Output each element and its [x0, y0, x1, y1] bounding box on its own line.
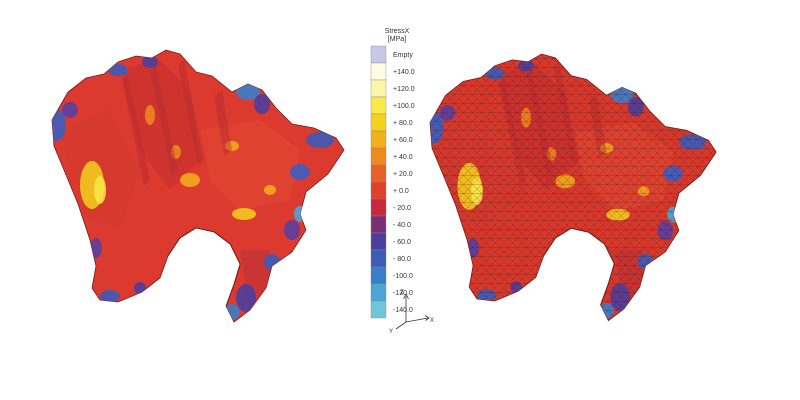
legend-label: - 60.0: [393, 239, 411, 246]
legend-color-bar: [370, 45, 387, 319]
legend-label: +140.0: [393, 69, 415, 76]
legend-band: [370, 232, 387, 251]
stress-shade-region: [120, 60, 200, 190]
stress-compression-zone: [284, 220, 300, 240]
stress-compression-zone: [264, 254, 280, 270]
y-axis-line: [395, 321, 407, 330]
stress-hotspot: [264, 185, 276, 195]
stress-compression-zone: [294, 206, 306, 222]
stress-compression-zone: [236, 84, 260, 100]
legend-band: [370, 130, 387, 149]
legend-label: + 0.0: [393, 188, 409, 195]
stress-compression-zone: [134, 282, 146, 294]
casting-rib: [214, 90, 232, 156]
legend-band: [370, 181, 387, 200]
z-axis-arrow-icon: [403, 293, 409, 300]
legend-label: + 20.0: [393, 171, 413, 178]
finite-element-mesh: [430, 54, 717, 321]
stress-hotspot: [232, 208, 256, 220]
axis-triad: Z X Y: [389, 290, 434, 335]
stress-compression-zone: [52, 109, 66, 141]
stress-hotspot: [145, 105, 155, 125]
casting-rib: [178, 60, 204, 166]
legend-band: [370, 249, 387, 268]
legend-band: [370, 79, 387, 98]
legend-band: [370, 62, 387, 81]
legend-label: + 80.0: [393, 120, 413, 127]
legend-title-line1: StressX: [385, 28, 410, 35]
stress-compression-zone: [306, 132, 334, 148]
legend-band: [370, 96, 387, 115]
stress-compression-zone: [62, 102, 78, 118]
stress-compression-zone: [290, 164, 310, 180]
stress-legend: StressX [MPa] Empty +140.0 +120.0 +100.0 + 8…: [370, 28, 415, 319]
stress-contour-model: [51, 49, 345, 323]
stress-compression-zone: [90, 238, 102, 258]
legend-label: - 20.0: [393, 205, 411, 212]
x-axis-arrow-icon: [424, 315, 430, 321]
stress-hotspot: [94, 176, 106, 204]
casting-rib: [122, 76, 150, 186]
legend-title-line2: [MPa]: [388, 36, 406, 43]
legend-label-empty: Empty: [393, 52, 413, 59]
legend-label: - 80.0: [393, 256, 411, 263]
contour-plot-with-mesh-contours: [430, 54, 717, 321]
legend-band: [370, 164, 387, 183]
stress-compression-zone: [100, 290, 120, 302]
y-axis-label: Y: [389, 329, 393, 335]
z-axis-label: Z: [400, 290, 404, 296]
stress-hotspot: [225, 141, 239, 151]
legend-band-empty: [370, 45, 387, 64]
legend-label: +120.0: [393, 86, 415, 93]
stress-compression-zone: [236, 284, 256, 312]
legend-label: - 40.0: [393, 222, 411, 229]
contour-plot-contours: [52, 56, 334, 320]
contour-plot-body: [51, 49, 345, 323]
x-axis-line: [405, 317, 429, 323]
stress-compression-zone: [224, 304, 240, 320]
x-axis-label: X: [430, 318, 434, 324]
legend-band: [370, 283, 387, 302]
legend-label: -120.0: [393, 290, 413, 297]
stress-compression-zone: [108, 64, 128, 76]
legend-band: [370, 300, 387, 319]
legend-band: [370, 198, 387, 217]
casting-rib: [150, 66, 178, 176]
legend-label: +100.0: [393, 103, 415, 110]
legend-label: -100.0: [393, 273, 413, 280]
legend-label: + 60.0: [393, 137, 413, 144]
stress-hotspot: [171, 145, 181, 159]
stress-hotspot: [180, 173, 200, 187]
legend-labels: Empty +140.0 +120.0 +100.0 + 80.0 + 60.0 + 40.…: [393, 52, 415, 314]
legend-band: [370, 266, 387, 285]
legend-band: [370, 147, 387, 166]
legend-band: [370, 215, 387, 234]
stress-compression-zone: [254, 94, 270, 114]
stress-contour-mesh-model: [429, 53, 717, 322]
legend-label: + 40.0: [393, 154, 413, 161]
stress-compression-zone: [142, 56, 158, 68]
legend-band: [370, 113, 387, 132]
legend-label: -140.0: [393, 307, 413, 314]
